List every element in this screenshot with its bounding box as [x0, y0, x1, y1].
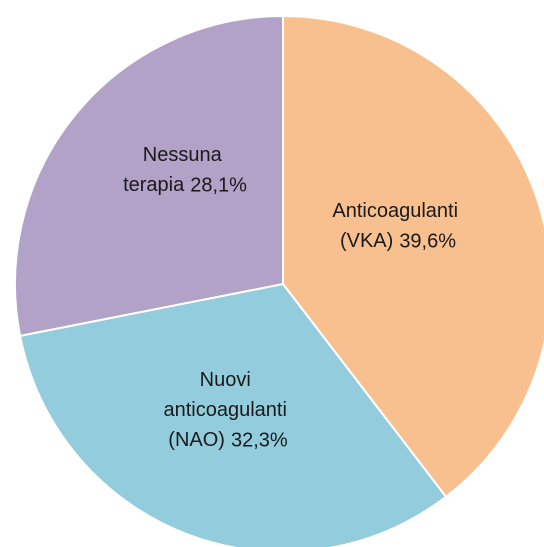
slice-label-line: Anticoagulanti	[332, 200, 463, 222]
slice-label-line: Nuovi	[200, 369, 257, 391]
slice-label: Nessuna terapia	[123, 144, 227, 196]
pie-slice	[282, 14, 544, 499]
slice-label: Nuovi anticoagulanti (NAO)	[164, 369, 293, 451]
slice-label: Anticoagulanti (VKA)	[332, 200, 463, 252]
slice-value-label: 39,6%	[399, 230, 456, 252]
slice-label-line: (VKA)	[340, 230, 393, 252]
slice-label-line: anticoagulanti	[164, 399, 293, 421]
pie-slice	[14, 14, 284, 338]
slice-value-label: 32,3%	[231, 429, 288, 451]
slice-value-label: 28,1%	[190, 174, 247, 196]
slice-label-line: Nessuna	[143, 144, 228, 166]
slice-label-line: (NAO)	[168, 429, 225, 451]
pie-slice	[18, 282, 448, 547]
slice-label-line: terapia	[123, 174, 185, 196]
